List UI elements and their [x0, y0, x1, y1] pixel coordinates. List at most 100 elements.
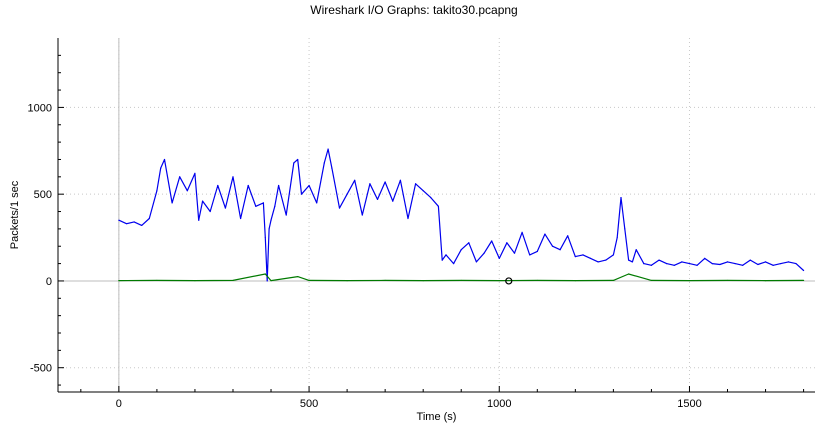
series-0-point	[278, 184, 280, 187]
series-0-point	[376, 198, 379, 200]
series-0-point	[399, 179, 401, 181]
series-0-point	[498, 257, 500, 259]
series-0-point	[300, 193, 303, 195]
series-0-point	[264, 236, 266, 239]
series-1-point	[156, 279, 158, 282]
series-1-point	[118, 279, 120, 282]
series-1-point	[270, 279, 272, 282]
series-0-point	[148, 217, 150, 220]
series-0-point	[316, 202, 318, 204]
series-0-point	[643, 262, 645, 265]
series-0-point	[681, 261, 683, 263]
y-tick-label: 500	[34, 189, 52, 201]
series-0-point	[742, 264, 744, 266]
series-0-point	[239, 217, 242, 220]
series-0-point	[308, 184, 310, 187]
series-0-point	[414, 183, 417, 185]
series-0-point	[582, 254, 584, 256]
series-0-point	[673, 264, 675, 266]
series-0-point	[201, 200, 204, 202]
series-1-point	[764, 279, 767, 282]
series-0-point	[780, 262, 782, 265]
series-0-point	[163, 158, 166, 161]
series-0-point	[125, 223, 128, 225]
series-0-point	[133, 221, 135, 223]
series-1-point	[802, 279, 805, 282]
series-0-point	[567, 235, 569, 237]
y-axis-label: Packets/1 sec	[9, 180, 21, 249]
series-0-point	[719, 263, 721, 266]
series-0-point	[274, 205, 276, 207]
series-0-point	[453, 262, 455, 265]
series-1-point	[688, 279, 691, 282]
series-0-point	[624, 228, 626, 230]
x-tick-label: 1500	[677, 398, 701, 410]
series-0-point	[327, 148, 329, 150]
series-0-point	[437, 205, 440, 207]
series-0-point	[764, 261, 767, 263]
series-0-point	[749, 259, 751, 261]
x-tick-label: 1000	[487, 398, 511, 410]
series-1-point	[726, 279, 729, 282]
series-0-point	[323, 162, 325, 164]
series-0-point	[620, 197, 622, 199]
chart-title: Wireshark I/O Graphs: takito30.pcapng	[310, 3, 518, 17]
series-0-point	[384, 181, 386, 183]
series-1-point	[612, 279, 614, 282]
series-1-point	[194, 279, 196, 282]
series-1-point	[384, 279, 386, 282]
series-0-point	[422, 190, 424, 192]
series-1-point	[574, 279, 576, 282]
series-line-1	[118, 273, 804, 282]
series-0-point	[787, 261, 789, 263]
series-1-point	[422, 279, 424, 282]
series-0-point	[407, 217, 409, 220]
y-tick-label: 0	[46, 276, 52, 288]
series-0-point	[559, 249, 561, 251]
series-0-point	[186, 190, 188, 192]
series-1-point	[460, 279, 462, 282]
series-1-point	[232, 279, 234, 282]
series-0-point	[726, 261, 729, 263]
series-line-0	[118, 148, 805, 282]
series-1-point	[346, 279, 348, 282]
series-0-point	[209, 210, 211, 213]
series-0-point	[460, 249, 462, 251]
series-0-point	[156, 190, 158, 192]
selection-marker	[505, 277, 513, 285]
series-0-point	[179, 176, 181, 178]
series-1-point	[650, 279, 653, 282]
series-0-point	[711, 262, 713, 265]
series-0-point	[536, 250, 538, 253]
series-1-point	[308, 279, 310, 282]
series-0-point	[224, 207, 226, 209]
series-0-point	[268, 228, 270, 230]
series-0-point	[247, 184, 249, 187]
series-0-point	[612, 254, 614, 256]
series-1-point	[498, 279, 500, 282]
series-0-point	[605, 259, 607, 261]
series-0-point	[574, 256, 576, 258]
series-0-point	[688, 262, 691, 265]
series-0-point	[118, 219, 120, 221]
series-0-point	[483, 252, 485, 254]
series-0-point	[361, 214, 363, 216]
series-0-point	[354, 179, 356, 181]
series-0-point	[297, 158, 299, 161]
series-0-point	[658, 259, 660, 261]
series-0-point	[589, 257, 592, 259]
series-0-point	[255, 205, 257, 207]
series-0-point	[802, 269, 805, 272]
series-0-point	[430, 197, 432, 199]
series-1-point	[628, 273, 630, 275]
series-0-point	[141, 224, 143, 227]
series-0-point	[266, 280, 268, 282]
series-0-point	[734, 262, 736, 265]
series-0-point	[331, 167, 333, 169]
series-0-point	[544, 233, 546, 235]
series-0-point	[475, 261, 478, 263]
series-0-point	[468, 242, 470, 244]
series-0-point	[635, 249, 637, 251]
